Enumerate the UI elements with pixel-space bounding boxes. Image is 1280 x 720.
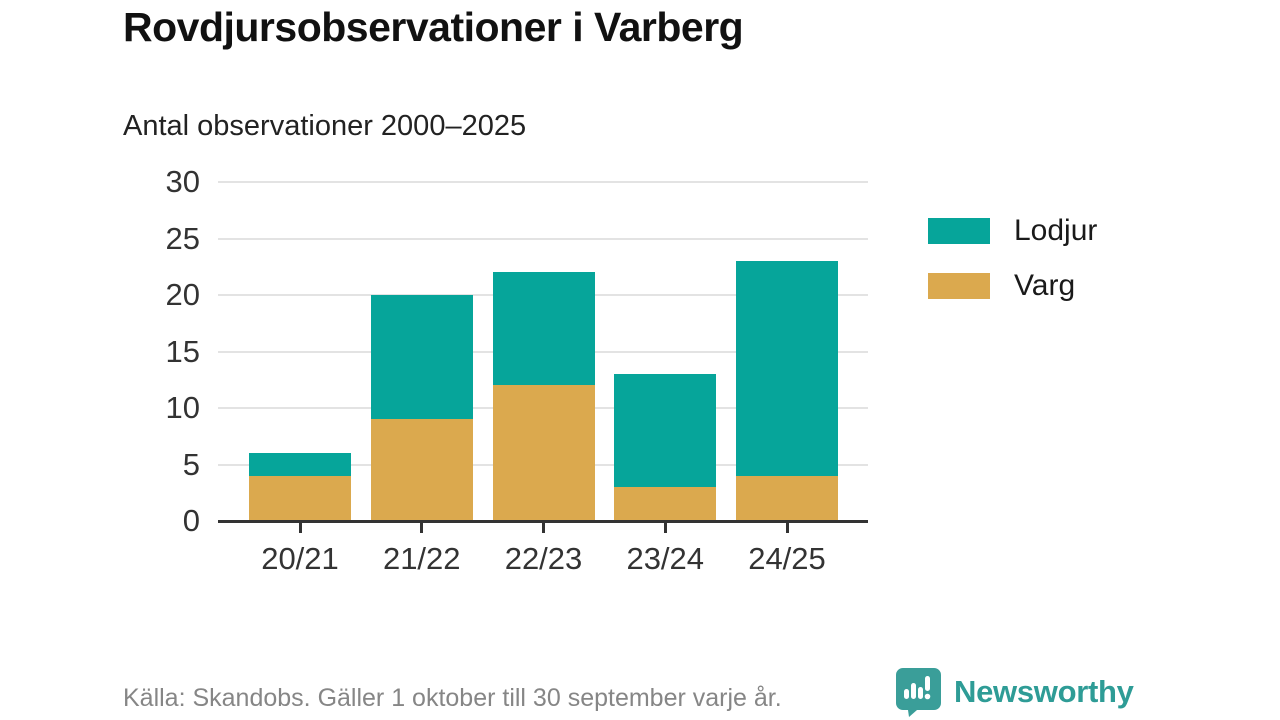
bar-chart-bubble-icon (896, 668, 941, 717)
x-axis-tick (785, 523, 789, 533)
bar-segment-varg (370, 419, 473, 521)
legend-item-varg: Varg (928, 269, 1097, 303)
x-axis-line (218, 520, 868, 523)
newsworthy-logo: Newsworthy (895, 667, 1134, 717)
chart-legend: Lodjur Varg (928, 214, 1097, 324)
y-axis-tick-label: 25 (165, 220, 200, 256)
newsworthy-wordmark: Newsworthy (954, 674, 1134, 709)
legend-label: Lodjur (1014, 214, 1098, 247)
gridline (218, 237, 868, 240)
y-axis-tick-label: 10 (165, 390, 200, 425)
x-axis-tick (298, 523, 302, 533)
legend-label: Varg (1014, 269, 1076, 302)
gridline (218, 181, 868, 183)
bar-segment-varg (492, 385, 595, 521)
x-axis-tick-label: 23/24 (626, 541, 705, 576)
y-axis-tick-label: 0 (182, 503, 200, 538)
y-axis-tick-label: 15 (165, 333, 200, 369)
bar-segment-lodjur (492, 272, 595, 386)
y-axis-tick-label: 5 (182, 446, 200, 482)
x-axis-tick-label: 20/21 (261, 541, 339, 576)
x-axis-tick (663, 523, 667, 533)
x-axis-tick-label: 21/22 (382, 541, 461, 576)
bar-segment-lodjur (370, 295, 473, 420)
y-axis-tick-label: 30 (165, 164, 200, 199)
x-axis-tick (420, 523, 424, 533)
bar-segment-varg (736, 475, 838, 521)
y-axis-tick-label: 20 (165, 277, 200, 312)
bar-segment-varg (614, 487, 717, 521)
source-note: Källa: Skandobs. Gäller 1 oktober till 3… (123, 684, 782, 712)
legend-swatch (928, 273, 990, 299)
bar-segment-lodjur (736, 261, 838, 476)
x-axis-tick (542, 523, 545, 533)
legend-item-lodjur: Lodjur (928, 214, 1097, 248)
bar-segment-lodjur (614, 374, 717, 488)
chart-subtitle: Antal observationer 2000–2025 (123, 110, 527, 142)
bar-segment-lodjur (249, 453, 351, 476)
x-axis-tick-label: 24/25 (748, 541, 826, 576)
legend-swatch (928, 218, 990, 244)
page-title: Rovdjursobservationer i Varberg (123, 4, 744, 50)
bar-segment-varg (249, 475, 351, 521)
x-axis-tick-label: 22/23 (504, 541, 583, 576)
